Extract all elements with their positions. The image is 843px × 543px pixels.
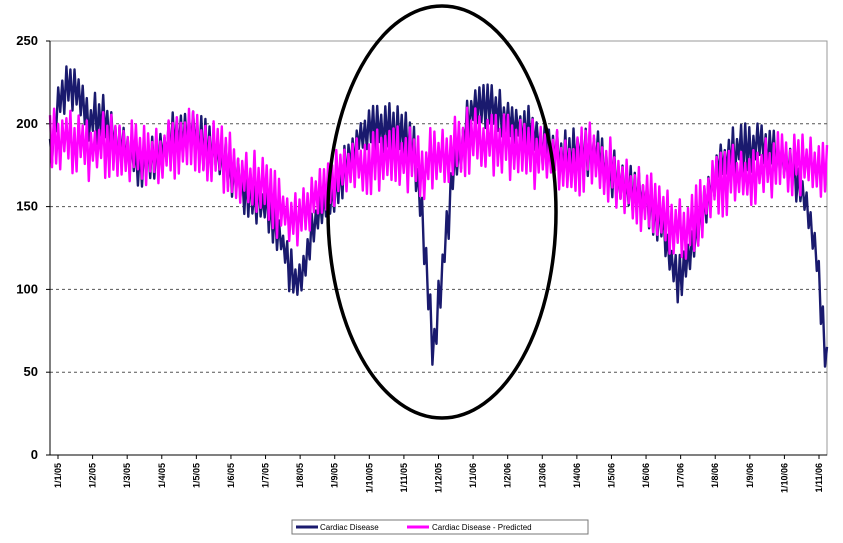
series-lines (48, 65, 829, 368)
legend-label-cardiac-disease: Cardiac Disease (320, 523, 379, 532)
x-tick-label: 1/5/05 (191, 463, 201, 488)
x-tick-label: 1/1/05 (53, 463, 63, 488)
y-tick-label: 200 (16, 116, 38, 131)
x-tick-label: 1/6/05 (226, 463, 236, 488)
x-tick-label: 1/10/05 (364, 463, 374, 493)
legend-label-cardiac-disease-predicted: Cardiac Disease - Predicted (432, 523, 532, 532)
x-tick-label: 1/7/06 (676, 463, 686, 488)
x-tick-label: 1/5/06 (606, 463, 616, 488)
legend-box (291, 519, 589, 535)
x-tick-label: 1/7/05 (261, 463, 271, 488)
legend: Cardiac Disease Cardiac Disease - Predic… (291, 519, 589, 535)
x-tick-label: 1/12/05 (434, 463, 444, 493)
highlight-ellipse (326, 4, 558, 420)
x-tick-label: 1/4/05 (157, 463, 167, 488)
x-tick-label: 1/2/05 (88, 463, 98, 488)
y-tick-label: 100 (16, 281, 38, 296)
x-tick-label: 1/10/06 (779, 463, 789, 493)
x-tick-label: 1/4/06 (572, 463, 582, 488)
x-tick-label: 1/11/06 (814, 463, 824, 493)
x-axis-ticks: 1/1/05 1/2/05 1/3/05 1/4/05 1/5/05 1/6/05 1/7/… (53, 455, 824, 493)
x-tick-label: 1/8/05 (295, 463, 305, 488)
y-tick-label: 0 (31, 447, 38, 462)
x-tick-label: 1/3/05 (122, 463, 132, 488)
y-tick-label: 50 (24, 364, 38, 379)
x-tick-label: 1/9/05 (330, 463, 340, 488)
y-axis-ticks: 0 50 100 150 200 250 (16, 33, 50, 462)
plot-area (49, 40, 828, 456)
x-tick-label: 1/2/06 (503, 463, 513, 488)
y-tick-label: 150 (16, 199, 38, 214)
x-tick-label: 1/11/05 (399, 463, 409, 493)
x-tick-label: 1/6/06 (641, 463, 651, 488)
x-tick-label: 1/1/06 (468, 463, 478, 488)
y-tick-label: 250 (16, 33, 38, 48)
x-tick-label: 1/9/06 (745, 463, 755, 488)
x-tick-label: 1/3/06 (537, 463, 547, 488)
series-line-cardiac-disease-predicted (48, 106, 829, 260)
x-tick-label: 1/8/06 (710, 463, 720, 488)
